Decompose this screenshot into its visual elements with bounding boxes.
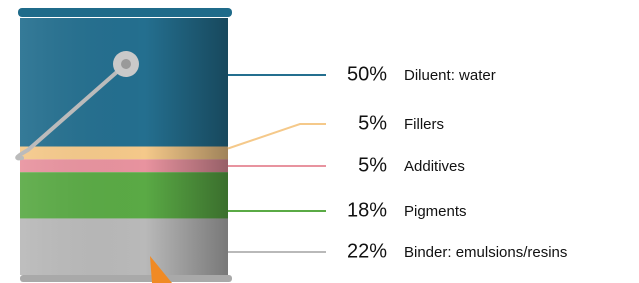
value-label: 50% xyxy=(347,63,387,85)
can-rim-bottom xyxy=(20,275,232,282)
category-label: Diluent: water xyxy=(404,67,496,84)
can-rim-top xyxy=(18,8,232,17)
category-label: Additives xyxy=(404,158,465,175)
value-label: 5% xyxy=(358,154,387,176)
infographic: 50% Diluent: water 5% Fillers 5% Additives 18%… xyxy=(0,0,639,283)
handle-pin xyxy=(121,59,131,69)
value-label: 18% xyxy=(347,199,387,221)
value-label: 22% xyxy=(347,240,387,262)
labels: 50% Diluent: water 5% Fillers 5% Additives 18%… xyxy=(228,63,567,262)
category-label: Pigments xyxy=(404,203,467,220)
category-label: Fillers xyxy=(404,116,444,133)
category-label: Binder: emulsions/resins xyxy=(404,244,567,261)
leader-line xyxy=(228,124,326,149)
value-label: 5% xyxy=(358,112,387,134)
